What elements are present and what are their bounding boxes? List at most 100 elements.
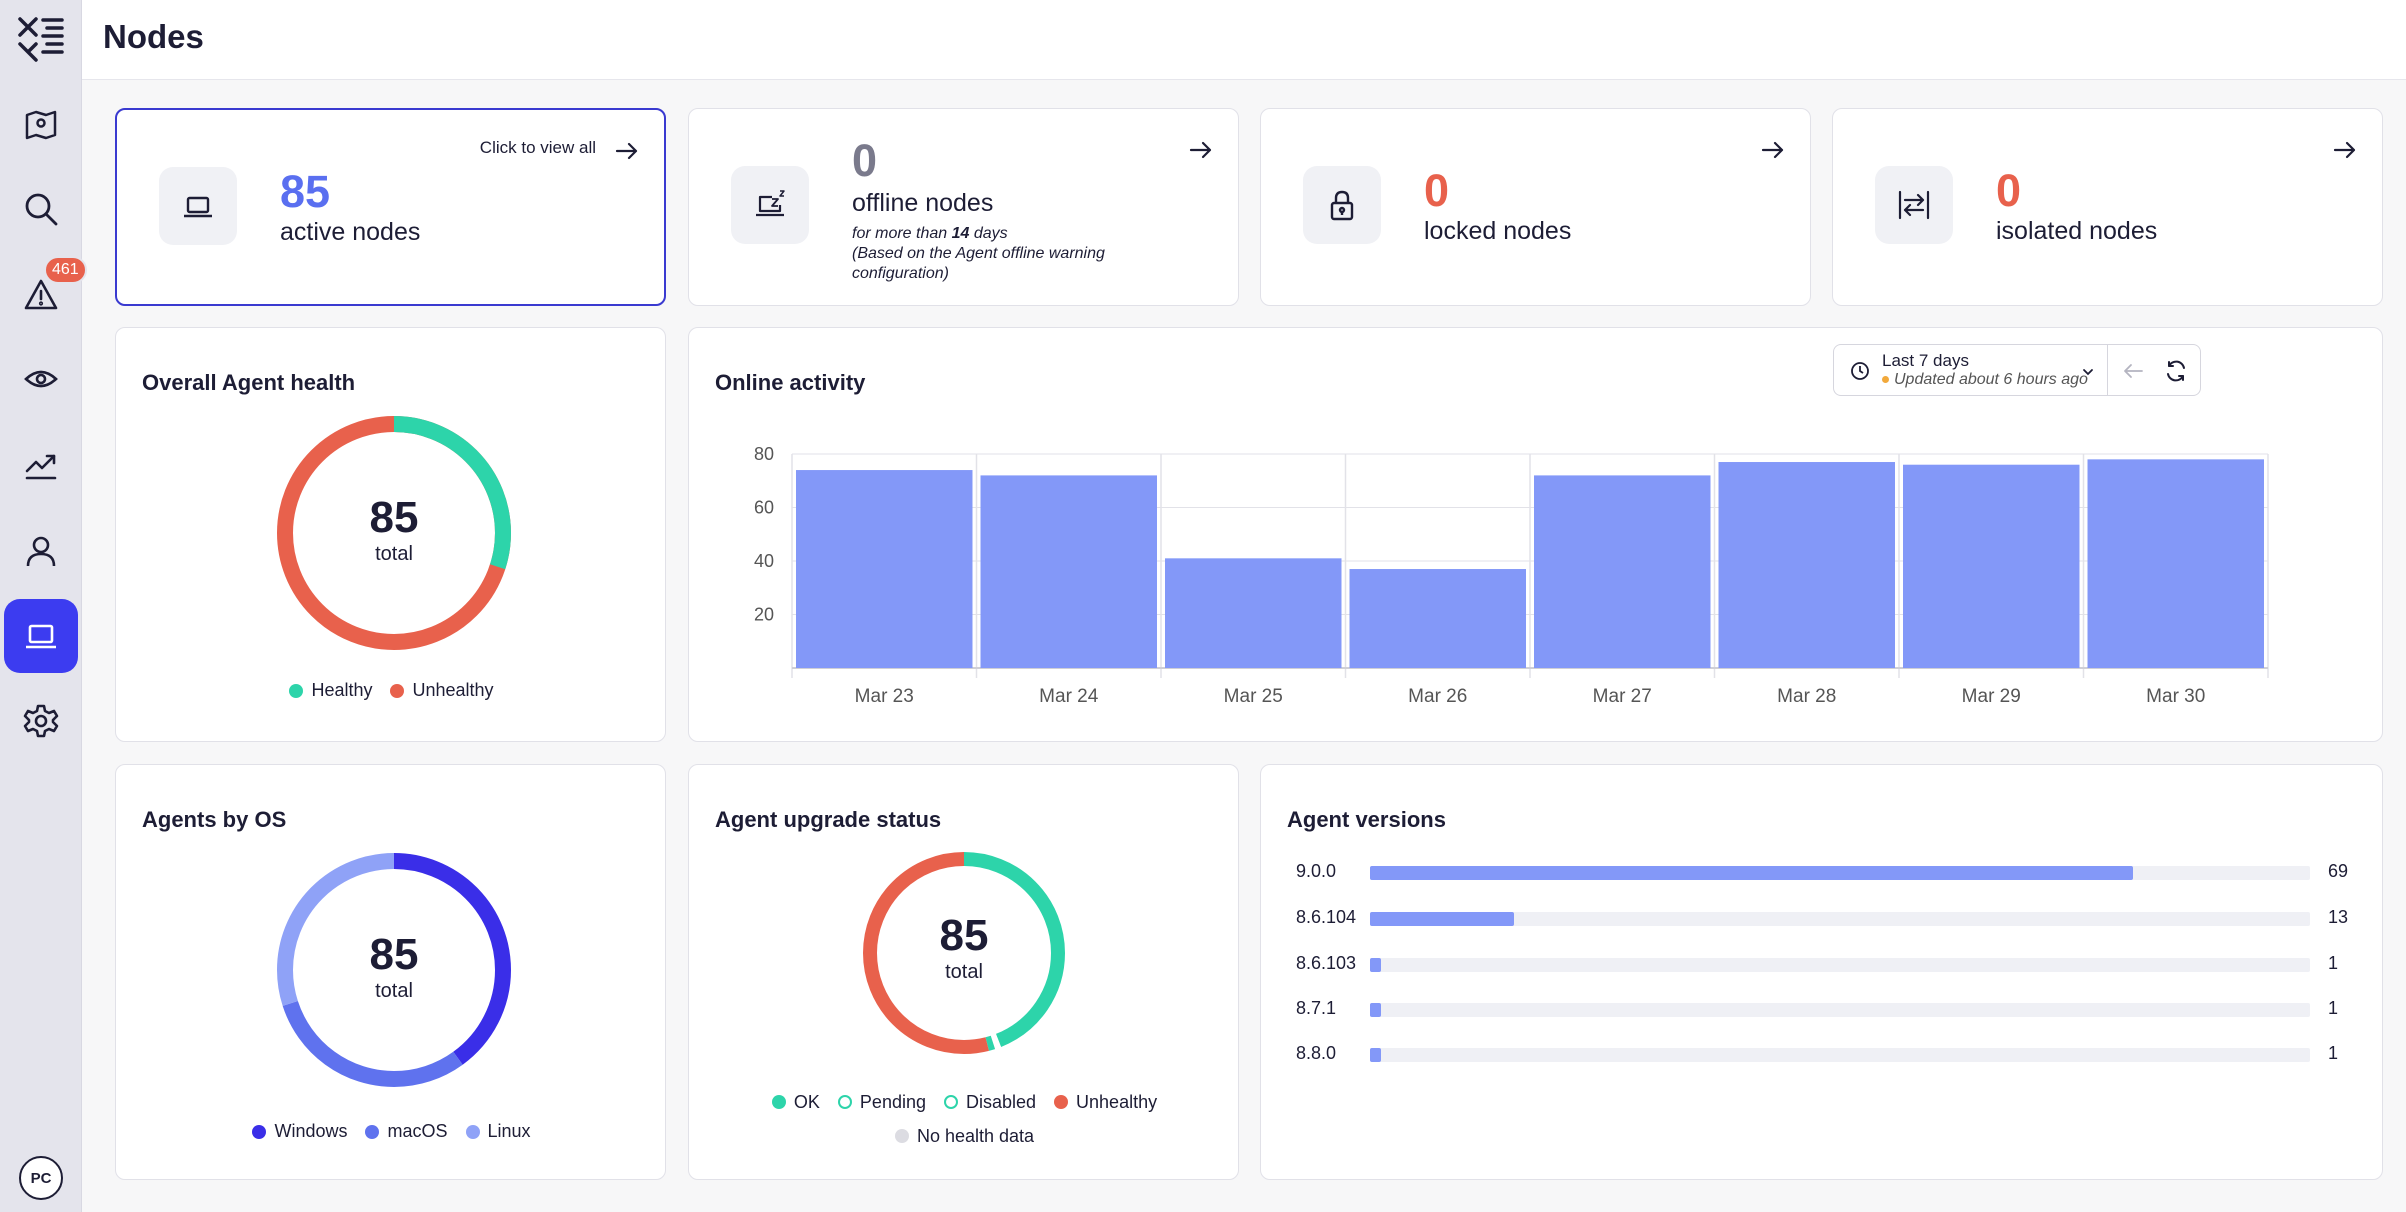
- version-row[interactable]: 9.0.0 69: [1296, 857, 2356, 887]
- version-label: 8.6.103: [1296, 953, 1357, 973]
- version-count: 69: [2328, 861, 2349, 881]
- os-macos-arc[interactable]: [277, 853, 511, 1087]
- sidebar-item-users[interactable]: [4, 514, 78, 588]
- version-row[interactable]: 8.6.103 1: [1296, 949, 2356, 979]
- sidebar-item-search[interactable]: [4, 172, 78, 246]
- version-bar-track: [1370, 958, 2310, 972]
- bar[interactable]: [1165, 558, 1342, 668]
- x-tick-label: Mar 28: [1777, 686, 1836, 707]
- legend-item-disabled[interactable]: Disabled: [943, 1085, 1036, 1119]
- isolate-arrows-icon: [1898, 190, 1930, 220]
- y-tick-label: 80: [754, 444, 774, 464]
- user-avatar[interactable]: PC: [19, 1156, 63, 1200]
- legend-item-no-health-data[interactable]: No health data: [894, 1119, 1034, 1153]
- alerts-count-badge: 461: [44, 256, 87, 284]
- page-title: Nodes: [103, 18, 204, 55]
- os-linux-arc[interactable]: [277, 853, 511, 1087]
- legend-item-pending[interactable]: Pending: [837, 1085, 926, 1119]
- offline-nodes-icon-box: [731, 166, 809, 244]
- legend-item-ok[interactable]: OK: [771, 1085, 820, 1119]
- version-bar-track: [1370, 1003, 2310, 1017]
- legend-item-unhealthy[interactable]: Unhealthy: [390, 680, 494, 701]
- y-tick-label: 20: [754, 605, 774, 625]
- version-row[interactable]: 8.6.104 13: [1296, 903, 2356, 933]
- version-row[interactable]: 8.8.0 1: [1296, 1039, 2356, 1069]
- arrow-left-icon[interactable]: [2122, 361, 2144, 381]
- sidebar-item-reports[interactable]: [4, 428, 78, 502]
- bar[interactable]: [1718, 462, 1896, 668]
- bar[interactable]: [1534, 475, 1711, 668]
- agents-by-os-donut[interactable]: [274, 850, 514, 1090]
- sidebar-item-map[interactable]: [4, 88, 78, 162]
- date-range-label: Last 7 days: [1882, 351, 1969, 370]
- arrow-right-icon[interactable]: [614, 138, 640, 164]
- trend-icon: [25, 454, 57, 480]
- lock-icon: [1330, 190, 1354, 221]
- sidebar-item-settings[interactable]: [4, 684, 78, 758]
- version-bar: [1370, 912, 1514, 926]
- search-icon: [25, 193, 58, 226]
- version-bar-track: [1370, 912, 2310, 926]
- logo-icon[interactable]: [16, 14, 66, 64]
- legend-item-healthy[interactable]: Healthy: [289, 680, 372, 701]
- offline-nodes-card[interactable]: 0 offline nodes for more than 14 days (Ba…: [688, 108, 1239, 306]
- clock-icon: [1851, 362, 1869, 380]
- agent-health-donut[interactable]: [274, 413, 514, 653]
- bar[interactable]: [1349, 569, 1527, 668]
- bar[interactable]: [980, 475, 1158, 668]
- active-nodes-icon-box: [159, 167, 237, 245]
- alert-icon: [24, 279, 58, 310]
- updated-status: Updated about 6 hours ago: [1882, 371, 2088, 389]
- version-label: 9.0.0: [1296, 861, 1337, 881]
- agents-by-os-card: Agents by OS 85 total Windows macOS Linu…: [115, 764, 666, 1180]
- refresh-icon[interactable]: [2164, 359, 2188, 383]
- sidebar-item-alerts[interactable]: [4, 258, 78, 332]
- health-healthy-arc[interactable]: [277, 416, 511, 650]
- chevron-down-icon: [2083, 369, 2093, 376]
- isolated-nodes-card[interactable]: 0 isolated nodes: [1832, 108, 2383, 306]
- legend-item-windows[interactable]: Windows: [252, 1121, 347, 1142]
- view-all-link[interactable]: Click to view all: [479, 138, 596, 157]
- active-nodes-count: 85: [280, 166, 331, 217]
- legend-item-linux[interactable]: Linux: [465, 1121, 531, 1142]
- legend-item-macos[interactable]: macOS: [365, 1121, 448, 1142]
- version-label: 8.6.104: [1296, 907, 1357, 927]
- laptop-icon: [26, 624, 56, 649]
- date-range-select[interactable]: Last 7 days Updated about 6 hours ago: [1833, 344, 2108, 396]
- version-row[interactable]: 8.7.1 1: [1296, 994, 2356, 1024]
- arrow-right-icon[interactable]: [2332, 137, 2358, 163]
- legend-item-unhealthy[interactable]: Unhealthy: [1054, 1085, 1157, 1119]
- bar[interactable]: [2087, 459, 2265, 668]
- version-bar: [1370, 1003, 1382, 1017]
- y-tick-label: 60: [754, 498, 774, 518]
- agent-upgrade-legend: OK Pending Disabled Unhealthy No health …: [729, 1085, 1200, 1153]
- agent-versions-title: Agent versions: [1287, 807, 1446, 832]
- locked-nodes-count: 0: [1424, 165, 1450, 216]
- arrow-right-icon[interactable]: [1188, 137, 1214, 163]
- agent-health-title: Overall Agent health: [142, 370, 356, 395]
- laptop-icon: [184, 196, 212, 218]
- version-label: 8.7.1: [1296, 998, 1337, 1018]
- x-tick-label: Mar 26: [1408, 686, 1467, 707]
- arrow-right-icon[interactable]: [1760, 137, 1786, 163]
- user-icon: [26, 536, 56, 567]
- active-nodes-card[interactable]: Click to view all 85 active nodes: [115, 108, 666, 306]
- active-nodes-label: active nodes: [280, 218, 421, 246]
- version-count: 1: [2328, 998, 2339, 1018]
- version-bar: [1370, 866, 2134, 880]
- agent-upgrade-donut[interactable]: [861, 850, 1067, 1056]
- locked-nodes-card[interactable]: 0 locked nodes: [1260, 108, 1811, 306]
- page-header: Nodes: [82, 0, 2406, 80]
- bar[interactable]: [796, 470, 973, 668]
- offline-nodes-label: offline nodes: [852, 189, 994, 217]
- sidebar-item-nodes[interactable]: [4, 599, 78, 673]
- sidebar: 461 PC: [0, 0, 87, 1212]
- version-label: 8.8.0: [1296, 1043, 1337, 1063]
- upgrade-unhealthy-arc[interactable]: [863, 852, 1065, 1054]
- sleeping-laptop-icon: [756, 190, 785, 217]
- agent-versions-card: Agent versions: [1260, 764, 2383, 1180]
- bar[interactable]: [1903, 464, 2080, 668]
- y-tick-label: 40: [754, 551, 774, 571]
- agent-upgrade-total: 85 total: [939, 911, 989, 983]
- sidebar-item-watch[interactable]: [4, 342, 78, 416]
